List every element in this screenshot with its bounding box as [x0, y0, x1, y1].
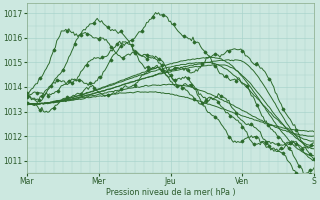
X-axis label: Pression niveau de la mer( hPa ): Pression niveau de la mer( hPa ) — [106, 188, 235, 197]
